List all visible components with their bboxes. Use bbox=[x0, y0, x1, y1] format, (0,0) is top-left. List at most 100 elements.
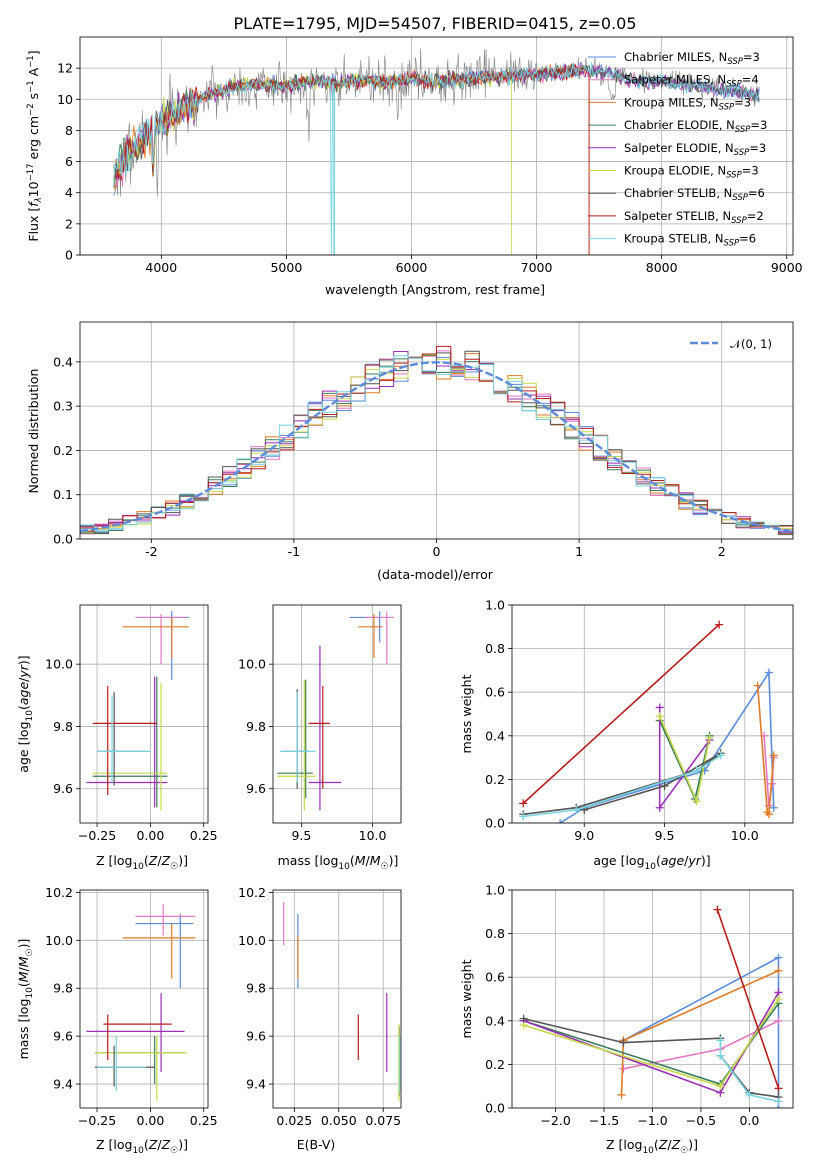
y-tick-label: 9.8 bbox=[246, 719, 266, 734]
mass-weight-vs-age-panel: 9.0 9.5 10.0 0.0 0.2 0.4 0.6 0.8 1.0 age [log10(… bbox=[459, 598, 794, 872]
y-tick-label: 1.0 bbox=[485, 598, 505, 613]
mass-weight-vs-metallicity-plot-area: −2.0 −1.5 −1.0 −0.5 0.0 0.0 0.2 0.4 0.6 0.8 1.0 bbox=[485, 883, 794, 1128]
legend-label-kroupa-elodie: Kroupa ELODIE, NSSP=3 bbox=[624, 164, 759, 181]
y-tick-label: 0.0 bbox=[53, 532, 73, 547]
mass-weight-line-kroupa-miles bbox=[756, 685, 775, 817]
residuals-axes: -2 -1 0 1 2 0.0 0.1 0.2 0.3 0.4 bbox=[53, 354, 726, 559]
massweight_vs_Z-grid bbox=[512, 889, 793, 1109]
mass-weight-marker bbox=[713, 905, 722, 914]
mass_vs_Z-marks bbox=[86, 904, 196, 1101]
age-vs-metallicity-ylabel: age [log10(age/yr)] bbox=[16, 655, 35, 772]
age_vs_mass-marks bbox=[277, 611, 394, 811]
age_vs_Z-grid bbox=[80, 605, 208, 823]
x-tick-label: 8000 bbox=[646, 260, 678, 275]
massweight_vs_age-marks bbox=[519, 620, 778, 823]
mass-weight-marker bbox=[519, 1014, 528, 1023]
y-tick-label: 0.4 bbox=[485, 1013, 505, 1028]
mass-weight-marker bbox=[572, 805, 581, 814]
mass-weight-marker bbox=[774, 953, 783, 962]
x-tick-label: 6000 bbox=[396, 260, 428, 275]
y-tick-label: 9.8 bbox=[53, 981, 73, 996]
y-tick-label: 2 bbox=[65, 216, 73, 231]
model-spectrum-kroupa-stelib bbox=[113, 62, 760, 255]
legend-label-salpeter-stelib: Salpeter STELIB, NSSP=2 bbox=[624, 209, 764, 226]
y-tick-label: 9.6 bbox=[53, 781, 73, 796]
mass-weight-line-kroupa-stelib bbox=[523, 754, 722, 818]
mass-weight-marker bbox=[769, 751, 778, 760]
legend-label-chabrier-stelib: Chabrier STELIB, NSSP=6 bbox=[624, 186, 765, 203]
y-tick-label: 0.4 bbox=[485, 728, 505, 743]
y-tick-label: 6 bbox=[65, 154, 73, 169]
mass_vs_Z-grid bbox=[80, 890, 208, 1108]
massweight_vs_Z-frame bbox=[511, 889, 794, 1109]
y-tick-label: 0 bbox=[65, 248, 73, 263]
mass-weight-marker bbox=[655, 803, 664, 812]
x-tick-label: 0 bbox=[433, 544, 441, 559]
mass-weight-marker bbox=[619, 1038, 628, 1047]
mass-weight-marker bbox=[655, 703, 664, 712]
spectrum-ylabel: Flux [fλ10−17 erg cm−2 s−1 A−1] bbox=[26, 50, 44, 241]
y-tick-label: 4 bbox=[65, 185, 73, 200]
x-tick-label: 2 bbox=[718, 544, 726, 559]
x-tick-label: 9000 bbox=[771, 260, 803, 275]
mass-weight-marker bbox=[619, 1064, 628, 1073]
mass-weight-marker bbox=[769, 803, 778, 812]
mass-weight-marker bbox=[692, 797, 701, 806]
x-tick-label: −0.5 bbox=[686, 1113, 716, 1128]
x-tick-label: 10.0 bbox=[731, 828, 759, 843]
mass-weight-marker bbox=[745, 1090, 754, 1099]
mass-weight-marker bbox=[716, 1036, 725, 1045]
x-tick-label: 10.0 bbox=[359, 828, 387, 843]
x-tick-label: 9.5 bbox=[655, 828, 675, 843]
age_vs_Z-axes: −0.25 0.00 0.25 9.6 9.8 10.0 bbox=[45, 657, 217, 843]
age_vs_Z-frame bbox=[79, 604, 209, 824]
mass-weight-line-salpeter-stelib bbox=[522, 624, 720, 804]
residual-histogram-panel: -2 -1 0 1 2 0.0 0.1 0.2 0.3 0.4 𝒩(0, 1) (data-mode… bbox=[26, 321, 794, 582]
y-tick-label: 9.8 bbox=[53, 719, 73, 734]
legend-label-salpeter-elodie: Salpeter ELODIE, NSSP=3 bbox=[624, 141, 766, 158]
mass-weight-marker bbox=[692, 766, 701, 775]
age-vs-mass-panel: 9.5 10.0 9.6 9.8 10.0 mass [log10(M/M☉)] bbox=[238, 604, 402, 872]
y-tick-label: 12 bbox=[57, 61, 73, 76]
y-tick-label: 10 bbox=[57, 92, 73, 107]
mass-weight-line-chabrier-elodie bbox=[523, 1002, 780, 1085]
histogram-plot-area: -2 -1 0 1 2 0.0 0.1 0.2 0.3 0.4 𝒩(0, 1) bbox=[53, 321, 794, 559]
y-tick-label: 10.0 bbox=[45, 657, 73, 672]
mass_vs_ebv-marks bbox=[283, 901, 401, 1101]
mass_vs_ebv-frame bbox=[272, 889, 402, 1109]
x-tick-label: -2 bbox=[145, 544, 157, 559]
x-tick-label: 5000 bbox=[270, 260, 302, 275]
mass-vs-metallicity-plot-area: −0.25 0.00 0.25 9.4 9.6 9.8 10.0 10.2 bbox=[45, 885, 217, 1128]
y-tick-label: 9.6 bbox=[246, 1029, 266, 1044]
mass_vs_Z-axes: −0.25 0.00 0.25 9.4 9.6 9.8 10.0 10.2 bbox=[45, 885, 217, 1128]
mass-weight-marker bbox=[705, 733, 714, 742]
mass-weight-vs-age-ylabel: mass weight bbox=[459, 674, 474, 753]
age_vs_mass-grid bbox=[273, 605, 401, 823]
mass-weight-marker bbox=[774, 1084, 783, 1093]
x-tick-label: 4000 bbox=[145, 260, 177, 275]
legend-label-chabrier-miles: Chabrier MILES, NSSP=3 bbox=[624, 50, 760, 67]
y-tick-label: 0.2 bbox=[485, 772, 505, 787]
x-tick-label: 0.050 bbox=[321, 1113, 357, 1128]
spectrum-axes: 4000 5000 6000 7000 8000 9000 0 2 4 6 8 10 12 bbox=[57, 61, 803, 275]
y-tick-label: 9.4 bbox=[53, 1077, 73, 1092]
y-tick-label: 0.8 bbox=[485, 641, 505, 656]
spectrum-xlabel: wavelength [Angstrom, rest frame] bbox=[325, 282, 545, 297]
mass_vs_Z-frame bbox=[79, 889, 209, 1109]
mass-vs-extinction-xlabel: E(B-V) bbox=[297, 1137, 336, 1152]
massweight_vs_age-frame bbox=[511, 604, 794, 824]
y-tick-label: 0.0 bbox=[485, 1101, 505, 1116]
normal-legend-label: 𝒩(0, 1) bbox=[730, 337, 772, 351]
mass-vs-metallicity-panel: −0.25 0.00 0.25 9.4 9.6 9.8 10.0 10.2 Z [log10(… bbox=[16, 885, 218, 1156]
spectrum-legend: Chabrier MILES, NSSP=3 Salpeter MILES, NS… bbox=[588, 50, 767, 249]
mass-vs-metallicity-ylabel: mass [log10(M/M☉)] bbox=[16, 939, 35, 1060]
age-vs-mass-plot-area: 9.5 10.0 9.6 9.8 10.0 bbox=[238, 604, 402, 843]
mass-weight-marker bbox=[764, 810, 773, 819]
residuals-frame bbox=[79, 321, 794, 540]
x-tick-label: 0.25 bbox=[190, 828, 218, 843]
spectrum-plot-area: 4000 5000 6000 7000 8000 9000 0 2 4 6 8 10 12 bbox=[57, 36, 803, 275]
mass-weight-marker bbox=[660, 781, 669, 790]
mass-weight-vs-metallicity-panel: −2.0 −1.5 −1.0 −0.5 0.0 0.0 0.2 0.4 0.6 0.8 1.0 Z … bbox=[459, 883, 794, 1156]
x-tick-label: −0.25 bbox=[78, 828, 116, 843]
